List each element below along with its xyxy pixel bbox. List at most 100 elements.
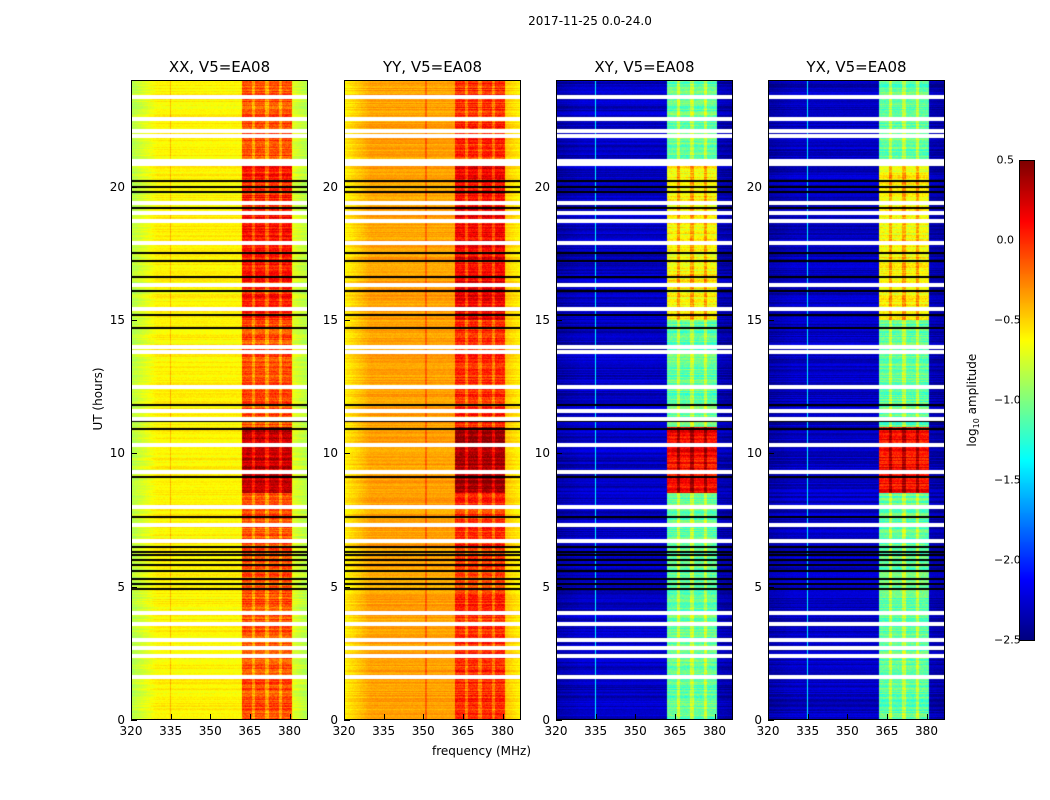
heatmap-panel-0: XX, V5=EA08 320 335 350 365 380 0 5 10 15 20 (110, 58, 308, 738)
colorbar-tick-label: 0.0 (996, 233, 1015, 247)
x-tick-mark (249, 714, 251, 720)
heatmap-image (556, 80, 733, 720)
x-tick-mark (926, 714, 928, 720)
panel-title: YX, V5=EA08 (806, 58, 907, 76)
x-tick-mark (423, 714, 425, 720)
colorbar-tick-label: 0.5 (996, 153, 1015, 167)
x-tick-label: 365 (238, 724, 262, 738)
x-axis-label: frequency (MHz) (432, 744, 532, 758)
y-tick-mark (344, 720, 350, 721)
x-tick-mark (714, 714, 716, 720)
y-tick-mark (556, 720, 562, 721)
x-tick-mark (131, 714, 132, 720)
panel-title: XX, V5=EA08 (168, 58, 271, 76)
x-tick-label: 320 (119, 724, 143, 738)
x-tick-label: 380 (491, 724, 514, 738)
y-tick-label: 15 (109, 313, 125, 327)
y-tick-mark (556, 320, 562, 321)
x-tick-label: 320 (756, 724, 780, 738)
y-tick-mark (768, 586, 774, 588)
heatmap-image (344, 80, 521, 720)
y-tick-label: 0 (330, 713, 338, 727)
y-tick-mark (131, 186, 137, 188)
y-tick-label: 0 (754, 713, 762, 727)
y-tick-mark (131, 720, 137, 721)
y-tick-mark (556, 453, 562, 455)
y-tick-mark (344, 586, 350, 588)
y-tick-label: 10 (746, 446, 762, 461)
x-tick-label: 320 (332, 724, 356, 738)
y-tick-label: 20 (109, 179, 125, 194)
x-tick-label: 365 (451, 724, 475, 738)
panel-title: YY, V5=EA08 (382, 58, 483, 76)
y-tick-mark (768, 720, 774, 721)
y-tick-label: 5 (330, 579, 338, 594)
y-tick-mark (768, 186, 774, 188)
y-tick-mark (768, 320, 774, 321)
heatmap-image (768, 80, 945, 720)
x-tick-mark (886, 714, 888, 720)
y-tick-label: 15 (322, 313, 338, 327)
x-tick-label: 350 (198, 724, 222, 738)
y-axis-label: UT (hours) (91, 367, 105, 431)
y-tick-label: 20 (746, 179, 762, 194)
x-tick-label: 335 (159, 724, 183, 738)
colorbar-label: log10 amplitude (964, 353, 982, 447)
y-tick-mark (556, 586, 562, 588)
y-tick-label: 5 (542, 579, 550, 594)
y-tick-mark (768, 453, 774, 455)
y-tick-mark (131, 453, 137, 455)
y-tick-mark (131, 586, 137, 588)
y-tick-mark (344, 320, 350, 321)
heatmap-panel-2: XY, V5=EA08 320 335 350 365 380 0 5 10 15 20 (535, 58, 733, 738)
x-tick-label: 380 (278, 724, 301, 738)
x-tick-mark (595, 714, 597, 720)
y-tick-label: 20 (534, 179, 550, 194)
colorbar (1019, 160, 1035, 641)
y-tick-label: 15 (534, 313, 550, 327)
x-tick-label: 365 (663, 724, 687, 738)
colorbar-tick-label: −2.5 (994, 633, 1021, 647)
x-tick-mark (635, 714, 637, 720)
y-tick-label: 0 (542, 713, 550, 727)
heatmap-panel-1: YY, V5=EA08 320 335 350 365 380 0 5 10 15 20 (323, 58, 521, 738)
x-tick-mark (847, 714, 849, 720)
heatmap-panel-3: YX, V5=EA08 320 335 350 365 380 0 5 10 15 20 (747, 58, 945, 738)
x-tick-label: 350 (835, 724, 859, 738)
x-tick-label: 320 (544, 724, 568, 738)
x-tick-mark (289, 714, 291, 720)
y-tick-mark (556, 186, 562, 188)
colorbar-tick-label: −0.5 (994, 313, 1021, 327)
x-tick-label: 365 (875, 724, 899, 738)
x-tick-label: 380 (703, 724, 726, 738)
x-tick-mark (768, 714, 769, 720)
x-tick-label: 350 (411, 724, 435, 738)
x-tick-mark (462, 714, 464, 720)
x-tick-mark (344, 714, 345, 720)
x-tick-mark (170, 714, 172, 720)
y-tick-label: 0 (117, 713, 125, 727)
x-tick-mark (807, 714, 809, 720)
x-tick-label: 335 (372, 724, 396, 738)
colorbar-tick-label: −1.0 (994, 393, 1021, 407)
y-tick-mark (344, 186, 350, 188)
colorbar-tick-label: −1.5 (994, 473, 1021, 487)
x-tick-mark (210, 714, 212, 720)
y-tick-label: 15 (746, 313, 762, 327)
x-tick-mark (556, 714, 557, 720)
y-tick-label: 10 (322, 446, 338, 461)
y-tick-label: 10 (109, 446, 125, 461)
colorbar-tick-label: −2.0 (994, 553, 1021, 567)
y-tick-label: 10 (534, 446, 550, 461)
y-tick-label: 5 (754, 579, 762, 594)
x-tick-label: 335 (584, 724, 608, 738)
y-tick-mark (131, 320, 137, 321)
x-tick-mark (674, 714, 676, 720)
y-tick-label: 5 (117, 579, 125, 594)
x-tick-mark (502, 714, 504, 720)
y-tick-label: 20 (322, 179, 338, 194)
x-tick-label: 335 (796, 724, 820, 738)
figure-title: 2017-11-25 0.0-24.0 (528, 14, 652, 28)
panel-title: XY, V5=EA08 (594, 58, 695, 76)
